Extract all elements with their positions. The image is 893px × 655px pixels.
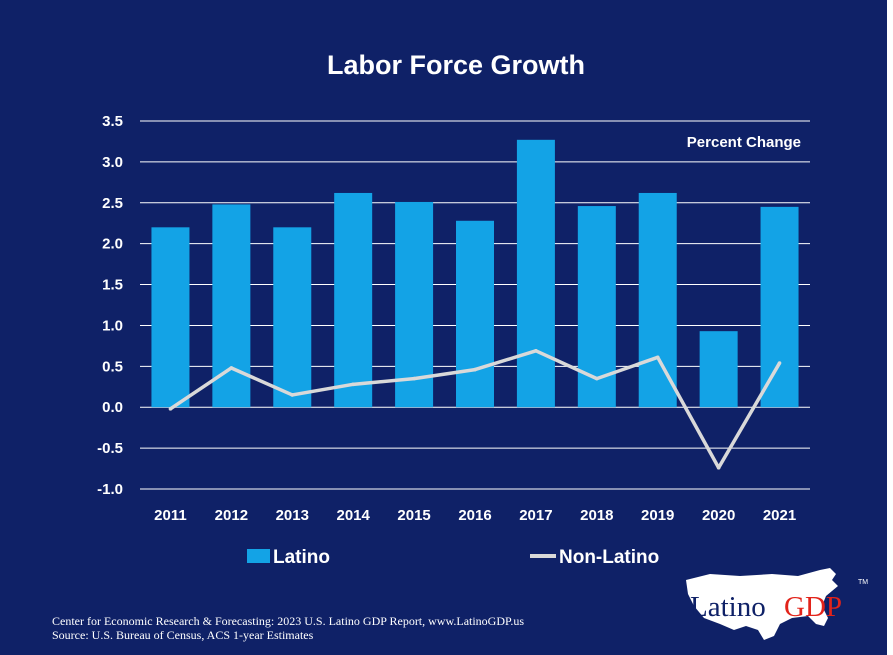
- bar-latino: [456, 220, 494, 408]
- y-tick-label: 3.0: [102, 154, 123, 171]
- x-tick-label: 2013: [276, 507, 309, 524]
- x-tick-label: 2019: [641, 507, 674, 524]
- y-tick-label: 3.5: [102, 113, 123, 130]
- chart-title: Labor Force Growth: [327, 50, 585, 80]
- bar-latino: [273, 227, 312, 408]
- source-line-2: Source: U.S. Bureau of Census, ACS 1-yea…: [52, 628, 314, 642]
- bar-latino: [516, 139, 555, 408]
- x-tick-label: 2021: [763, 507, 796, 524]
- legend-label-non-latino: Non-Latino: [559, 547, 659, 568]
- x-tick-label: 2017: [519, 507, 552, 524]
- y-tick-label: 1.0: [102, 317, 123, 334]
- latino-bars: [151, 139, 799, 408]
- y-tick-label: -1.0: [97, 481, 123, 498]
- non-latino-line-group: [168, 348, 782, 470]
- x-tick-label: 2012: [215, 507, 248, 524]
- percent-change-annotation: Percent Change: [687, 134, 801, 151]
- legend-label-latino: Latino: [273, 547, 330, 568]
- y-tick-label: 2.0: [102, 236, 123, 253]
- x-tick-label: 2016: [458, 507, 491, 524]
- bar-latino: [151, 227, 190, 408]
- bar-latino: [760, 206, 799, 408]
- logo-text-latino: Latino: [690, 591, 766, 623]
- x-tick-label: 2011: [154, 507, 187, 524]
- y-axis-ticks: 3.5 3.0 2.5 2.0 1.5 1.0 0.5 0.0 -0.5 -1.0: [97, 113, 123, 498]
- logo-trademark: TM: [858, 579, 868, 586]
- x-tick-label: 2020: [702, 507, 735, 524]
- legend: Latino Non-Latino: [247, 547, 659, 568]
- point-non-latino: [229, 366, 234, 370]
- y-tick-label: -0.5: [97, 440, 123, 457]
- y-tick-label: 2.5: [102, 195, 123, 212]
- point-non-latino: [290, 393, 295, 397]
- us-map-icon: [686, 568, 838, 640]
- point-non-latino: [655, 355, 660, 360]
- point-non-latino: [595, 376, 599, 381]
- y-tick-label: 0.0: [102, 399, 123, 416]
- bar-latino: [638, 192, 677, 408]
- bar-latino: [699, 331, 738, 408]
- point-non-latino: [351, 382, 355, 387]
- x-tick-label: 2018: [580, 507, 613, 524]
- legend-swatch-latino: [247, 549, 270, 563]
- bar-latino: [395, 201, 434, 408]
- point-non-latino: [412, 376, 416, 381]
- source-line-1: Center for Economic Research & Forecasti…: [52, 614, 525, 628]
- point-non-latino: [777, 361, 782, 365]
- y-tick-label: 0.5: [102, 358, 123, 375]
- latinogdp-logo: Latino GDP TM: [686, 568, 868, 640]
- x-tick-label: 2015: [397, 507, 430, 524]
- point-non-latino: [473, 367, 477, 372]
- logo-text-gdp: GDP: [784, 591, 842, 623]
- point-non-latino: [534, 348, 538, 353]
- x-tick-label: 2014: [336, 507, 370, 524]
- source-note: Center for Economic Research & Forecasti…: [52, 614, 524, 642]
- point-non-latino: [168, 407, 173, 411]
- bar-latino: [334, 192, 373, 408]
- y-tick-label: 1.5: [102, 277, 123, 294]
- point-non-latino: [716, 465, 721, 470]
- x-axis-ticks: 2011 2012 2013 2014 2015 2016 2017 2018 2019 2020…: [154, 507, 796, 524]
